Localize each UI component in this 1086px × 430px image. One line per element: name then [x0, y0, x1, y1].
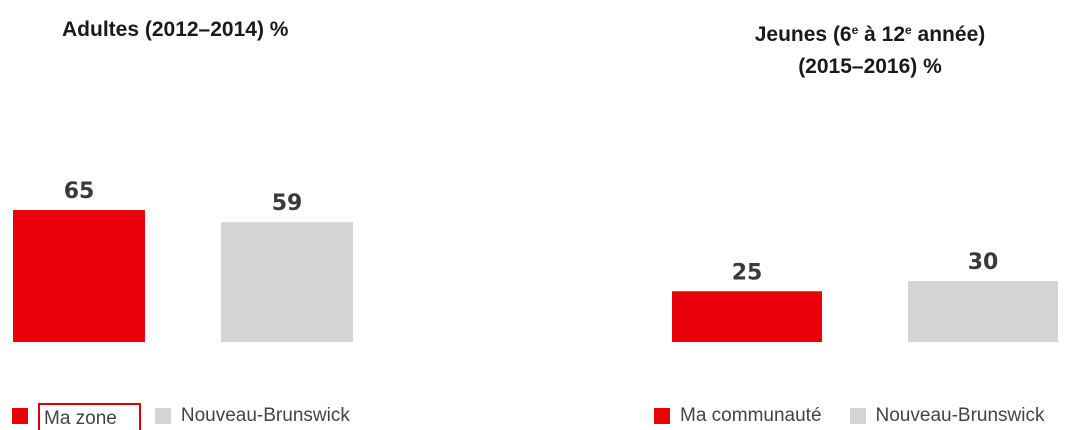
legend-item-nb-2: Nouveau-Brunswick — [849, 405, 1045, 427]
chart-title-jeunes-line1: Jeunes (6e à 12e année) — [754, 23, 986, 46]
bar-adultes-1 — [221, 222, 353, 342]
legend-item-ma-communaute: Ma communauté — [654, 405, 822, 427]
legend-label-nb-1: Nouveau-Brunswick — [180, 405, 350, 426]
chart-title-adultes: Adultes (2012–2014) % — [62, 18, 289, 41]
legend-item-nb-1: Nouveau-Brunswick — [154, 405, 350, 427]
legend-jeunes: Ma communauté Nouveau-Brunswick — [654, 402, 1044, 430]
legend-label-ma-communaute: Ma communauté — [680, 405, 822, 426]
legend-label-nb-2: Nouveau-Brunswick — [875, 405, 1045, 426]
legend-adultes: Ma zone Nouveau-Brunswick — [12, 402, 350, 430]
chart-title-jeunes-line2: (2015–2016) % — [798, 55, 942, 78]
chart-title-jeunes: Jeunes (6e à 12e année) (2015–2016) % — [740, 14, 1000, 83]
legend-swatch-ma-communaute — [654, 408, 670, 424]
data-label-adultes-0: 65 — [64, 179, 95, 204]
legend-label-ma-zone: Ma zone — [38, 403, 141, 430]
legend-swatch-nb-2 — [849, 408, 866, 424]
legend-swatch-nb-1 — [154, 408, 171, 424]
legend-item-ma-zone: Ma zone — [12, 402, 141, 430]
legend-swatch-ma-zone — [12, 408, 28, 424]
data-label-jeunes-1: 30 — [968, 250, 999, 275]
bar-adultes-0 — [13, 210, 145, 342]
data-label-jeunes-0: 25 — [732, 260, 763, 285]
bar-jeunes-0 — [672, 291, 822, 342]
data-label-adultes-1: 59 — [272, 191, 303, 216]
bar-jeunes-1 — [908, 281, 1058, 342]
bar-charts: 65 59 25 30 — [13, 179, 1058, 342]
